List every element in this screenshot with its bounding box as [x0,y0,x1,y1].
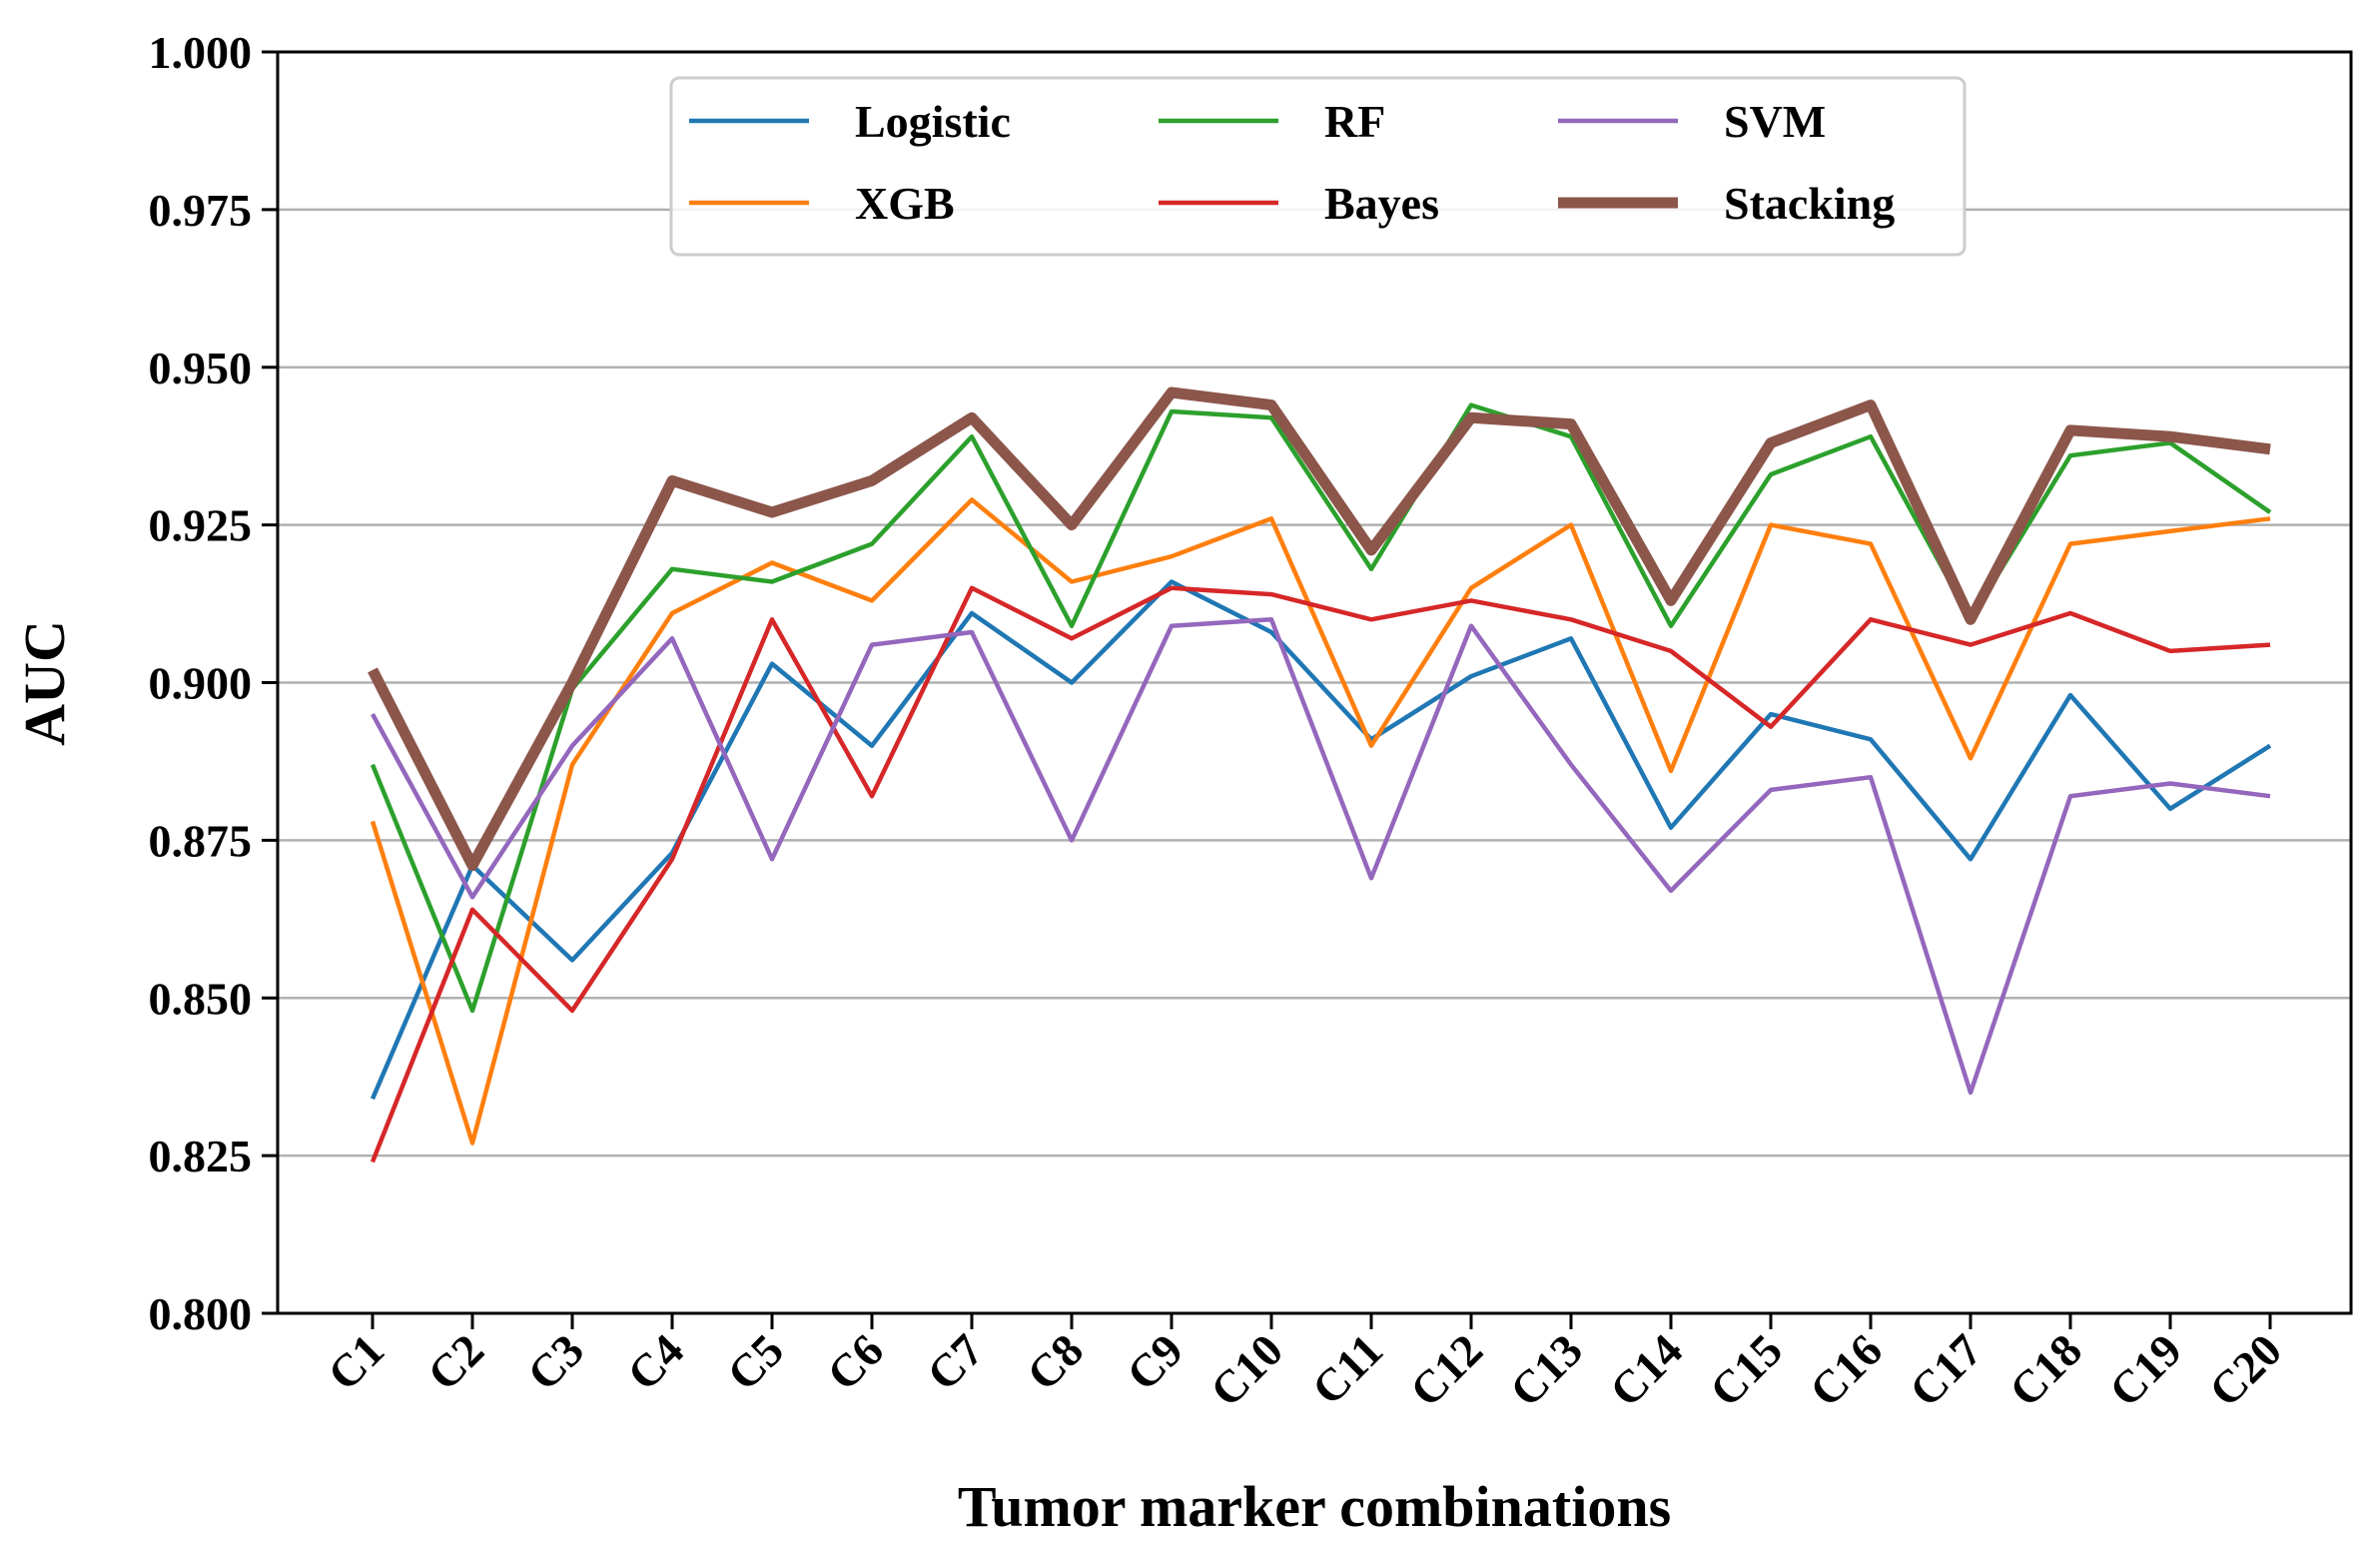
y-tick-label: 0.975 [149,185,253,236]
y-axis-title: AUC [12,620,77,746]
y-tick-label: 0.900 [149,658,253,709]
y-tick-label: 0.925 [149,500,253,551]
series-line-svm [371,617,2271,1096]
legend: Logistic XGB RF Bayes SVM Stacking [669,76,1967,257]
y-tick-label: 1.000 [149,27,253,78]
series-line-xgb [370,497,2271,1146]
y-tick-label: 0.950 [149,343,253,393]
legend-label-rf: RF [1324,96,1385,147]
legend-label-logistic: Logistic [855,96,1011,147]
legend-label-svm: SVM [1724,96,1826,147]
y-tick-label: 0.875 [149,815,253,866]
series-lines [368,387,2272,1163]
y-tick-label: 0.800 [149,1288,253,1339]
legend-label-bayes: Bayes [1324,178,1439,229]
series-line-stacking [368,387,2271,872]
y-tick-label: 0.850 [149,973,253,1024]
x-axis-title: Tumor marker combinations [958,1474,1671,1539]
legend-label-xgb: XGB [855,178,955,229]
y-tick-label: 0.825 [149,1131,253,1181]
y-axis-ticks: 0.800 0.825 0.850 0.875 0.900 0.925 0.950 0.975… [149,27,278,1339]
series-line-bayes [370,585,2271,1163]
legend-label-stacking: Stacking [1724,178,1895,229]
